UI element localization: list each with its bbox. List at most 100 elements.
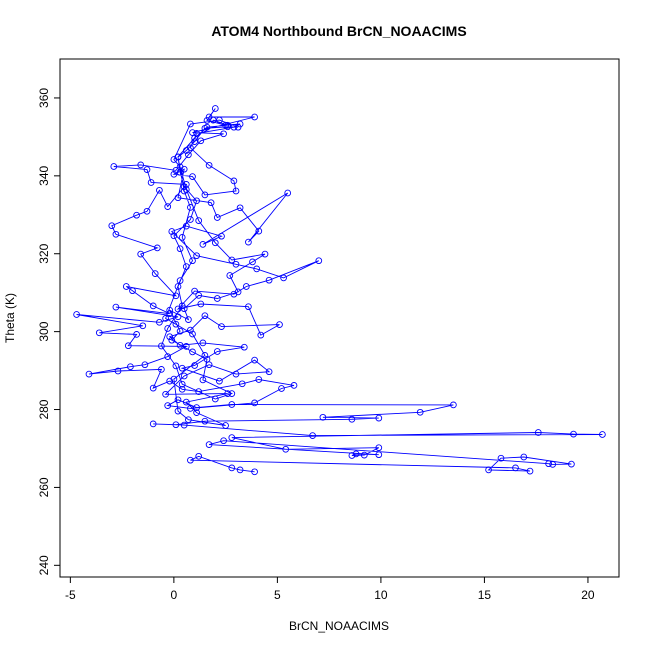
data-point: [185, 416, 192, 424]
data-point: [108, 222, 116, 230]
series-line: [76, 108, 603, 473]
data-point: [156, 318, 163, 326]
data-point: [319, 413, 327, 421]
data-point: [182, 222, 190, 230]
data-point: [209, 116, 217, 124]
data-point: [187, 204, 194, 211]
data-point: [228, 390, 236, 397]
data-point: [85, 370, 93, 378]
data-point: [197, 137, 205, 145]
data-point: [191, 287, 198, 295]
data-point: [240, 343, 248, 351]
data-point: [242, 283, 250, 290]
data-point: [189, 348, 196, 356]
data-point: [189, 257, 196, 265]
data-point: [416, 408, 424, 416]
data-point: [276, 321, 283, 328]
data-point: [255, 376, 263, 383]
data-point: [230, 177, 238, 185]
data-point: [110, 163, 118, 170]
data-point: [218, 323, 225, 330]
chart-title: ATOM4 Northbound BrCN_NOAACIMS: [211, 23, 466, 39]
data-point: [199, 339, 207, 347]
data-point: [282, 445, 290, 453]
data-point: [234, 288, 242, 296]
data-point: [153, 244, 161, 252]
data-point: [149, 420, 157, 428]
data-point: [127, 363, 134, 371]
data-point: [284, 189, 292, 197]
data-point: [265, 276, 273, 284]
data-point: [213, 348, 221, 355]
data-point: [197, 300, 205, 308]
data-point: [170, 375, 178, 383]
data-point: [201, 352, 209, 359]
data-point: [164, 402, 172, 409]
data-point: [348, 415, 356, 423]
data-point: [156, 186, 163, 194]
data-point: [251, 468, 258, 476]
data-point: [176, 327, 184, 335]
data-point: [187, 326, 194, 334]
data-point: [176, 341, 184, 349]
data-point: [193, 197, 200, 205]
data-point: [220, 130, 227, 138]
data-point: [232, 370, 240, 378]
data-point: [187, 405, 194, 412]
data-point: [174, 153, 182, 161]
data-point: [203, 355, 211, 363]
series-layer: [73, 105, 606, 476]
data-point: [201, 417, 209, 425]
data-point: [143, 207, 151, 215]
data-point: [278, 385, 285, 392]
data-point: [174, 283, 182, 290]
data-point: [375, 414, 383, 422]
data-point: [178, 302, 186, 310]
data-point: [114, 367, 122, 375]
data-point: [168, 228, 176, 235]
data-point: [166, 306, 174, 314]
data-point: [151, 270, 159, 277]
data-point: [570, 430, 577, 438]
data-point: [224, 390, 232, 397]
data-point: [166, 333, 174, 341]
data-point: [158, 366, 165, 373]
data-point: [168, 336, 176, 344]
data-point: [512, 464, 519, 472]
data-point: [309, 432, 316, 439]
data-point: [191, 362, 198, 369]
data-point: [185, 151, 192, 159]
data-point: [228, 434, 236, 441]
data-point: [226, 272, 234, 279]
data-point: [222, 422, 229, 429]
x-tick-label: -5: [65, 588, 76, 602]
data-point: [182, 147, 190, 154]
data-point: [178, 385, 186, 393]
data-point: [245, 303, 252, 311]
data-point: [549, 461, 557, 468]
x-axis-label: BrCN_NOAACIMS: [289, 619, 389, 633]
data-point: [315, 257, 323, 265]
data-point: [187, 456, 194, 464]
series-0: [73, 105, 606, 476]
data-point: [182, 181, 190, 188]
data-point: [112, 230, 120, 238]
data-point: [220, 437, 227, 445]
data-point: [216, 377, 223, 385]
data-point: [180, 183, 188, 191]
data-point: [195, 217, 203, 224]
data-point: [228, 401, 236, 408]
data-point: [147, 179, 155, 186]
data-point: [211, 395, 219, 403]
data-point: [137, 250, 145, 258]
data-point: [191, 134, 198, 142]
y-tick-label: 260: [37, 477, 51, 497]
data-point: [172, 362, 180, 370]
data-point: [218, 232, 225, 240]
x-tick-label: 15: [478, 588, 492, 602]
data-point: [180, 187, 188, 195]
data-point: [257, 331, 265, 339]
y-tick-label: 280: [37, 399, 51, 419]
data-point: [172, 292, 180, 300]
